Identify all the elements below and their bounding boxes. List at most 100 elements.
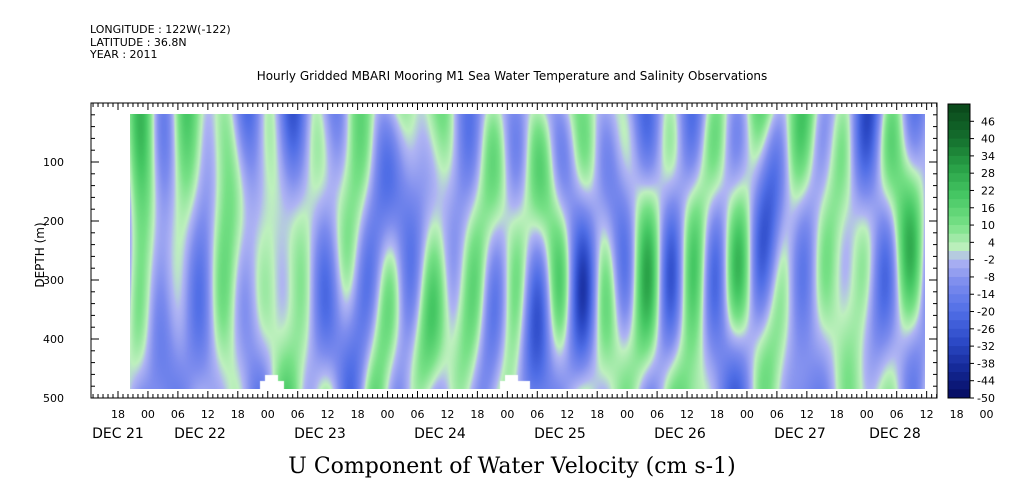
colorbar-swatch xyxy=(948,104,970,114)
x-hour-label: 12 xyxy=(321,408,335,421)
colorbar-label: 4 xyxy=(988,236,995,249)
colorbar-label: 22 xyxy=(981,184,995,197)
colorbar-label: -2 xyxy=(984,254,995,267)
x-hour-label: 18 xyxy=(351,408,365,421)
colorbar-swatch xyxy=(948,354,970,364)
x-hour-label: 12 xyxy=(201,408,215,421)
heatmap-field xyxy=(130,114,925,389)
colorbar-swatch xyxy=(948,147,970,157)
colorbar-swatch xyxy=(948,259,970,269)
colorbar-swatch xyxy=(948,251,970,261)
y-tick-label: 500 xyxy=(43,392,64,405)
x-hour-label: 18 xyxy=(590,408,604,421)
x-hour-label: 00 xyxy=(261,408,275,421)
colorbar-swatch xyxy=(948,328,970,338)
colorbar-swatch xyxy=(948,173,970,183)
x-hour-label: 06 xyxy=(650,408,664,421)
y-tick-label: 300 xyxy=(43,274,64,287)
colorbar-swatch xyxy=(948,164,970,174)
x-day-label: DEC 25 xyxy=(534,426,586,442)
x-hour-label: 00 xyxy=(500,408,514,421)
colorbar-label: 40 xyxy=(981,133,995,146)
x-day-label: DEC 23 xyxy=(294,426,346,442)
latitude-label: LATITUDE : 36.8N xyxy=(90,36,187,49)
x-hour-label: 18 xyxy=(830,408,844,421)
x-day-label: DEC 26 xyxy=(654,426,706,442)
colorbar-swatch xyxy=(948,302,970,313)
x-hour-label: 00 xyxy=(381,408,395,421)
x-hour-label: 12 xyxy=(560,408,574,421)
colorbar-swatch xyxy=(948,311,970,321)
colorbar-swatch xyxy=(948,337,970,347)
colorbar-swatch xyxy=(948,285,970,295)
colorbar-label: -26 xyxy=(977,323,995,336)
colorbar-label: 10 xyxy=(981,219,995,232)
x-day-label: DEC 22 xyxy=(174,426,226,442)
x-hour-label: 18 xyxy=(111,408,125,421)
x-hour-label: 18 xyxy=(710,408,724,421)
colorbar-label: 16 xyxy=(981,202,995,215)
colorbar-swatch xyxy=(948,242,970,252)
x-hour-label: 12 xyxy=(800,408,814,421)
colorbar-swatch xyxy=(948,268,970,278)
x-hour-label: 18 xyxy=(470,408,484,421)
colorbar-swatch xyxy=(948,363,970,373)
x-hour-label: 06 xyxy=(890,408,904,421)
colorbar-swatch xyxy=(948,199,970,209)
x-hour-label: 18 xyxy=(231,408,245,421)
colorbar-swatch xyxy=(948,181,970,191)
colorbar-label: -14 xyxy=(977,288,995,301)
colorbar-swatch xyxy=(948,276,970,287)
colorbar-swatch xyxy=(948,346,970,356)
colorbar-label: -44 xyxy=(977,375,995,388)
colorbar-swatch xyxy=(948,112,970,122)
colorbar-frame xyxy=(947,103,971,399)
x-hour-label: 06 xyxy=(530,408,544,421)
colorbar-swatch xyxy=(948,233,970,243)
x-hour-label: 18 xyxy=(950,408,964,421)
x-hour-label: 00 xyxy=(860,408,874,421)
colorbar-swatch xyxy=(948,129,970,140)
colorbar-label: 46 xyxy=(981,115,995,128)
chart-title: Hourly Gridded MBARI Mooring M1 Sea Wate… xyxy=(256,69,768,83)
year-label: YEAR : 2011 xyxy=(90,48,158,61)
x-day-label: DEC 21 xyxy=(92,426,144,442)
x-day-label: DEC 28 xyxy=(869,426,921,442)
x-hour-label: 00 xyxy=(141,408,155,421)
colorbar-swatch xyxy=(948,121,970,131)
y-tick-label: 400 xyxy=(43,333,64,346)
x-axis-label: U Component of Water Velocity (cm s-1) xyxy=(288,454,736,479)
x-hour-label: 00 xyxy=(980,408,994,421)
colorbar-label: -32 xyxy=(977,340,995,353)
colorbar-label: -50 xyxy=(977,392,995,405)
x-hour-label: 06 xyxy=(411,408,425,421)
x-hour-label: 12 xyxy=(440,408,454,421)
colorbar-swatch xyxy=(948,389,970,399)
colorbar-swatch xyxy=(948,207,970,217)
x-hour-label: 06 xyxy=(171,408,185,421)
x-hour-label: 00 xyxy=(740,408,754,421)
colorbar-label: 34 xyxy=(981,150,995,163)
colorbar-swatch xyxy=(948,294,970,304)
colorbar-swatch xyxy=(948,190,970,200)
plot-frame xyxy=(90,102,938,399)
colorbar-label: -8 xyxy=(984,271,995,284)
y-axis-label: DEPTH (m) xyxy=(33,222,47,287)
x-hour-label: 12 xyxy=(920,408,934,421)
colorbar-label: 28 xyxy=(981,167,995,180)
x-hour-label: 06 xyxy=(770,408,784,421)
y-tick-label: 200 xyxy=(43,215,64,228)
colorbar-swatch xyxy=(948,138,970,148)
longitude-label: LONGITUDE : 122W(-122) xyxy=(90,23,231,36)
colorbar-label: -20 xyxy=(977,306,995,319)
x-hour-label: 12 xyxy=(680,408,694,421)
colorbar-swatch xyxy=(948,225,970,235)
colorbar-label: -38 xyxy=(977,357,995,370)
y-tick-label: 100 xyxy=(43,156,64,169)
x-hour-label: 06 xyxy=(291,408,305,421)
colorbar-swatch xyxy=(948,372,970,382)
colorbar-swatch xyxy=(948,216,970,226)
x-day-label: DEC 24 xyxy=(414,426,466,442)
x-hour-label: 00 xyxy=(620,408,634,421)
